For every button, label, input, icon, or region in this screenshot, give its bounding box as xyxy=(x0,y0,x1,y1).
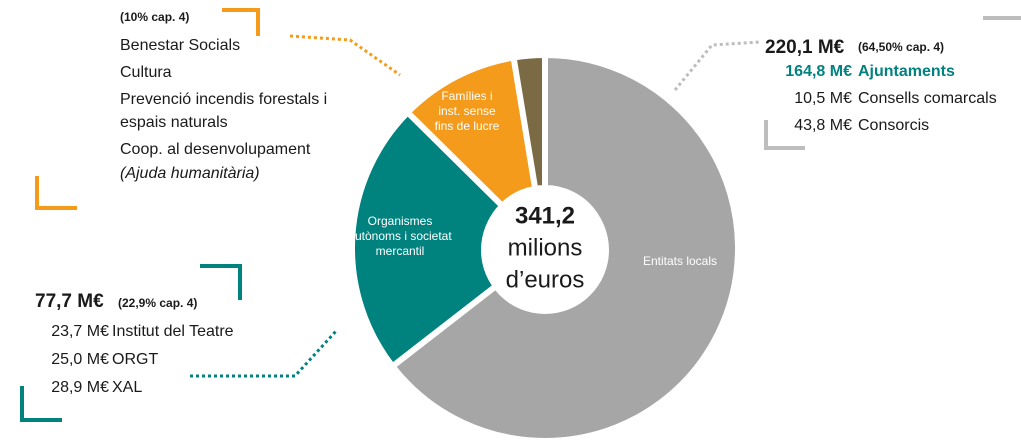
share: (10% cap. 4) xyxy=(120,10,189,24)
decorations xyxy=(20,8,1021,422)
list-item: Coop. al desenvolupament xyxy=(120,141,311,158)
amount: 28,9 M€ xyxy=(51,379,109,396)
item-name: Institut del Teatre xyxy=(112,323,234,340)
donut xyxy=(349,51,741,443)
list-item: (Ajuda humanitària) xyxy=(120,165,260,182)
segment-label: Famílies i inst. sense fins de lucre xyxy=(435,89,500,133)
segment-label: Organismes autònoms i societat mercantil xyxy=(348,214,452,258)
center-total: 341,2 xyxy=(515,202,575,229)
total: 77,7 M€ xyxy=(35,291,104,312)
amount: 25,0 M€ xyxy=(51,351,109,368)
item-name: Consells comarcals xyxy=(858,90,997,107)
item-name: Consorcis xyxy=(858,117,929,134)
share: (64,50% cap. 4) xyxy=(858,40,944,54)
amount: 43,8 M€ xyxy=(794,117,852,134)
amount: 164,8 M€ xyxy=(785,63,852,80)
list-item: Cultura xyxy=(120,64,172,81)
list-item: Benestar Socials xyxy=(120,37,240,54)
donut-hole xyxy=(481,186,609,314)
item-name: ORGT xyxy=(112,351,158,368)
item-name: XAL xyxy=(112,379,142,396)
share: (22,9% cap. 4) xyxy=(118,296,197,310)
amount: 23,7 M€ xyxy=(51,323,109,340)
list-item: Prevenció incendis forestals i xyxy=(120,91,327,108)
item-name: Ajuntaments xyxy=(858,63,955,80)
center-unit: milions xyxy=(508,234,583,261)
segment-label: Entitats locals xyxy=(643,254,717,268)
total: 220,1 M€ xyxy=(765,37,845,58)
amount: 10,5 M€ xyxy=(794,90,852,107)
center-unit: d’euros xyxy=(506,266,585,293)
list-item: espais naturals xyxy=(120,114,228,131)
